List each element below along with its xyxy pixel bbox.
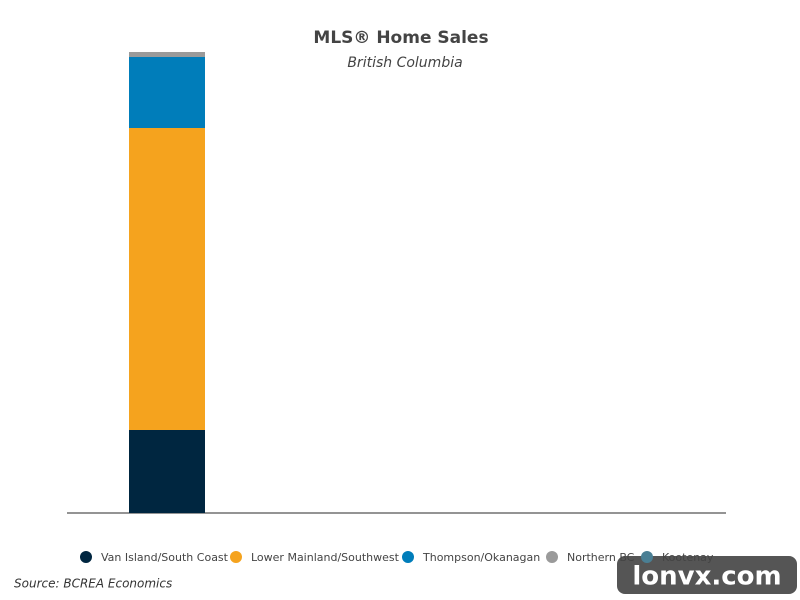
legend-label: Van Island/South Coast (101, 551, 229, 564)
bar-segment (129, 57, 205, 128)
bar-segment (129, 128, 205, 430)
chart-subtitle: British Columbia (347, 55, 462, 71)
chart-title: MLS® Home Sales (313, 28, 488, 48)
legend-marker (641, 551, 653, 563)
legend-label: Kootenay (662, 551, 714, 564)
legend-label: Thompson/Okanagan (422, 551, 540, 564)
legend-label: Lower Mainland/Southwest (251, 551, 400, 564)
bar-segment (129, 52, 205, 57)
legend-marker (546, 551, 558, 563)
legend-marker (230, 551, 242, 563)
legend-marker (402, 551, 414, 563)
legend-marker (80, 551, 92, 563)
watermark-bg (617, 556, 797, 594)
legend-label: Northern BC (567, 551, 635, 564)
bar-segment (129, 430, 205, 513)
watermark: lonvx.com (632, 562, 781, 592)
source: Source: BCREA Economics (14, 577, 172, 591)
